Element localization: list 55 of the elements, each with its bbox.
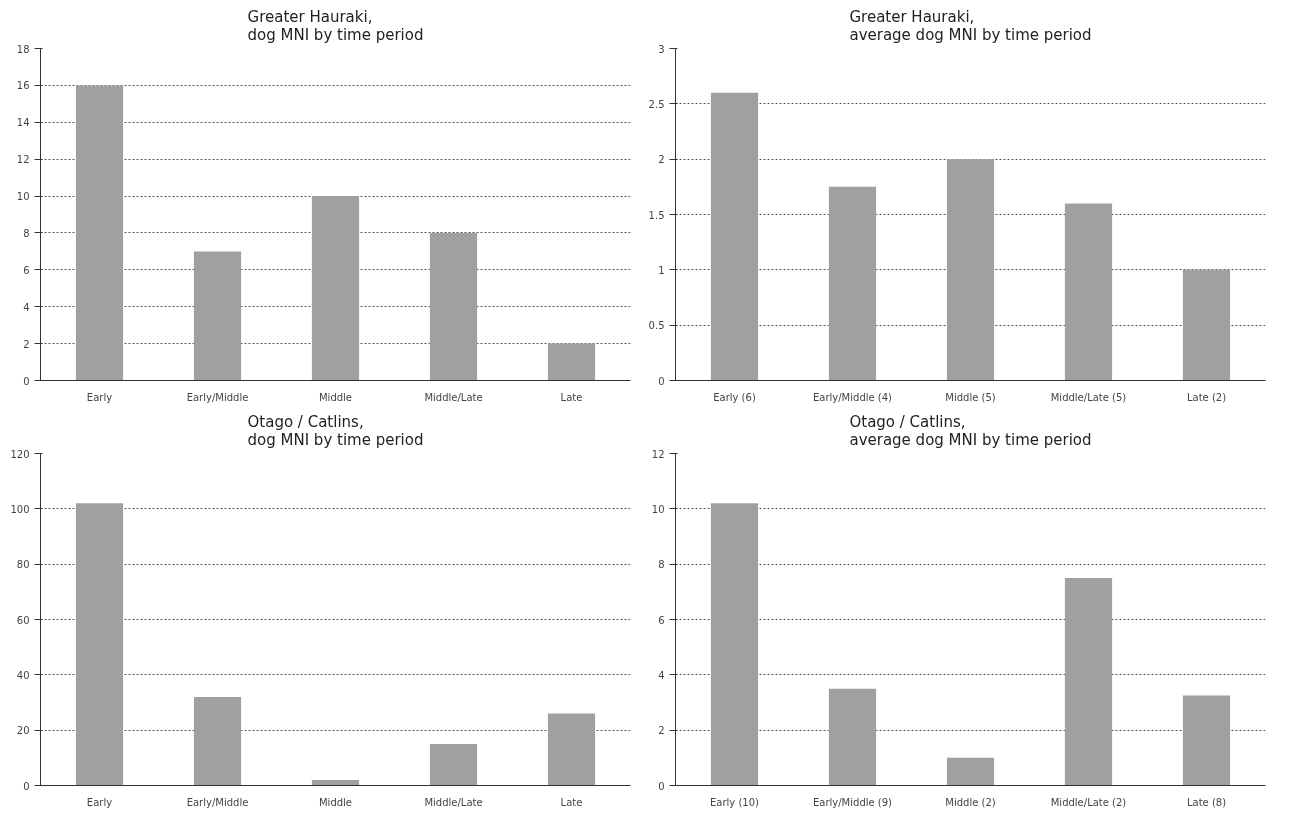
x-tick-label: Middle (5) — [945, 391, 996, 403]
y-tick-label: 100 — [10, 503, 30, 515]
y-tick-label: 8 — [23, 227, 30, 239]
y-tick-label: 3 — [658, 43, 665, 55]
chart-title: Otago / Catlins, dog MNI by time period — [247, 412, 424, 449]
y-tick-label: 1.5 — [648, 209, 665, 221]
y-tick-label: 60 — [16, 614, 30, 626]
x-tick-label: Early — [86, 391, 113, 403]
y-tick-label: 2 — [658, 154, 665, 166]
x-tick-label: Middle — [318, 391, 353, 403]
y-tick-label: 0 — [23, 780, 30, 792]
y-tick-label: 2 — [658, 725, 665, 737]
y-tick-label: 6 — [658, 614, 665, 626]
x-tick-label: Middle/Late (5) — [1050, 391, 1127, 403]
y-tick-label: 0 — [658, 780, 665, 792]
x-tick-label: Early (10) — [710, 796, 760, 808]
y-tick-label: 8 — [658, 559, 665, 571]
y-tick-label: 16 — [16, 80, 30, 92]
x-tick-label: Early/Middle — [186, 391, 249, 403]
y-tick-label: 12 — [651, 448, 665, 460]
x-tick-label: Early (6) — [713, 391, 756, 403]
y-tick-label: 14 — [16, 117, 30, 129]
y-tick-label: 4 — [23, 301, 30, 313]
y-tick-label: 1 — [658, 264, 665, 276]
chart-title: Otago / Catlins, average dog MNI by time period — [849, 412, 1092, 449]
x-tick-label: Middle/Late (2) — [1050, 796, 1127, 808]
y-tick-label: 12 — [16, 154, 30, 166]
y-tick-label: 2.5 — [648, 98, 665, 110]
chart-title: Greater Hauraki, average dog MNI by time period — [849, 7, 1092, 44]
x-tick-label: Middle/Late — [424, 796, 483, 808]
y-tick-label: 40 — [16, 669, 30, 681]
x-tick-label: Middle — [318, 796, 353, 808]
y-tick-label: 80 — [16, 559, 30, 571]
y-tick-label: 4 — [658, 669, 665, 681]
x-tick-label: Early/Middle (9) — [813, 796, 893, 808]
x-tick-label: Early/Middle — [186, 796, 249, 808]
y-tick-label: 2 — [23, 338, 30, 350]
y-tick-label: 0 — [23, 375, 30, 387]
x-tick-label: Late (2) — [1186, 391, 1227, 403]
x-tick-label: Middle/Late — [424, 391, 483, 403]
x-tick-label: Middle (2) — [945, 796, 996, 808]
x-tick-label: Late (8) — [1186, 796, 1227, 808]
y-tick-label: 18 — [16, 43, 30, 55]
x-tick-label: Late — [560, 796, 583, 808]
y-tick-label: 10 — [651, 503, 665, 515]
x-tick-label: Early/Middle (4) — [813, 391, 893, 403]
y-tick-label: 20 — [16, 725, 30, 737]
y-tick-label: 120 — [10, 448, 30, 460]
y-tick-label: 0 — [658, 375, 665, 387]
y-tick-label: 0.5 — [648, 320, 665, 332]
y-tick-label: 10 — [16, 191, 30, 203]
y-tick-label: 6 — [23, 264, 30, 276]
x-tick-label: Early — [86, 796, 113, 808]
chart-title: Greater Hauraki, dog MNI by time period — [247, 7, 424, 44]
x-tick-label: Late — [560, 391, 583, 403]
